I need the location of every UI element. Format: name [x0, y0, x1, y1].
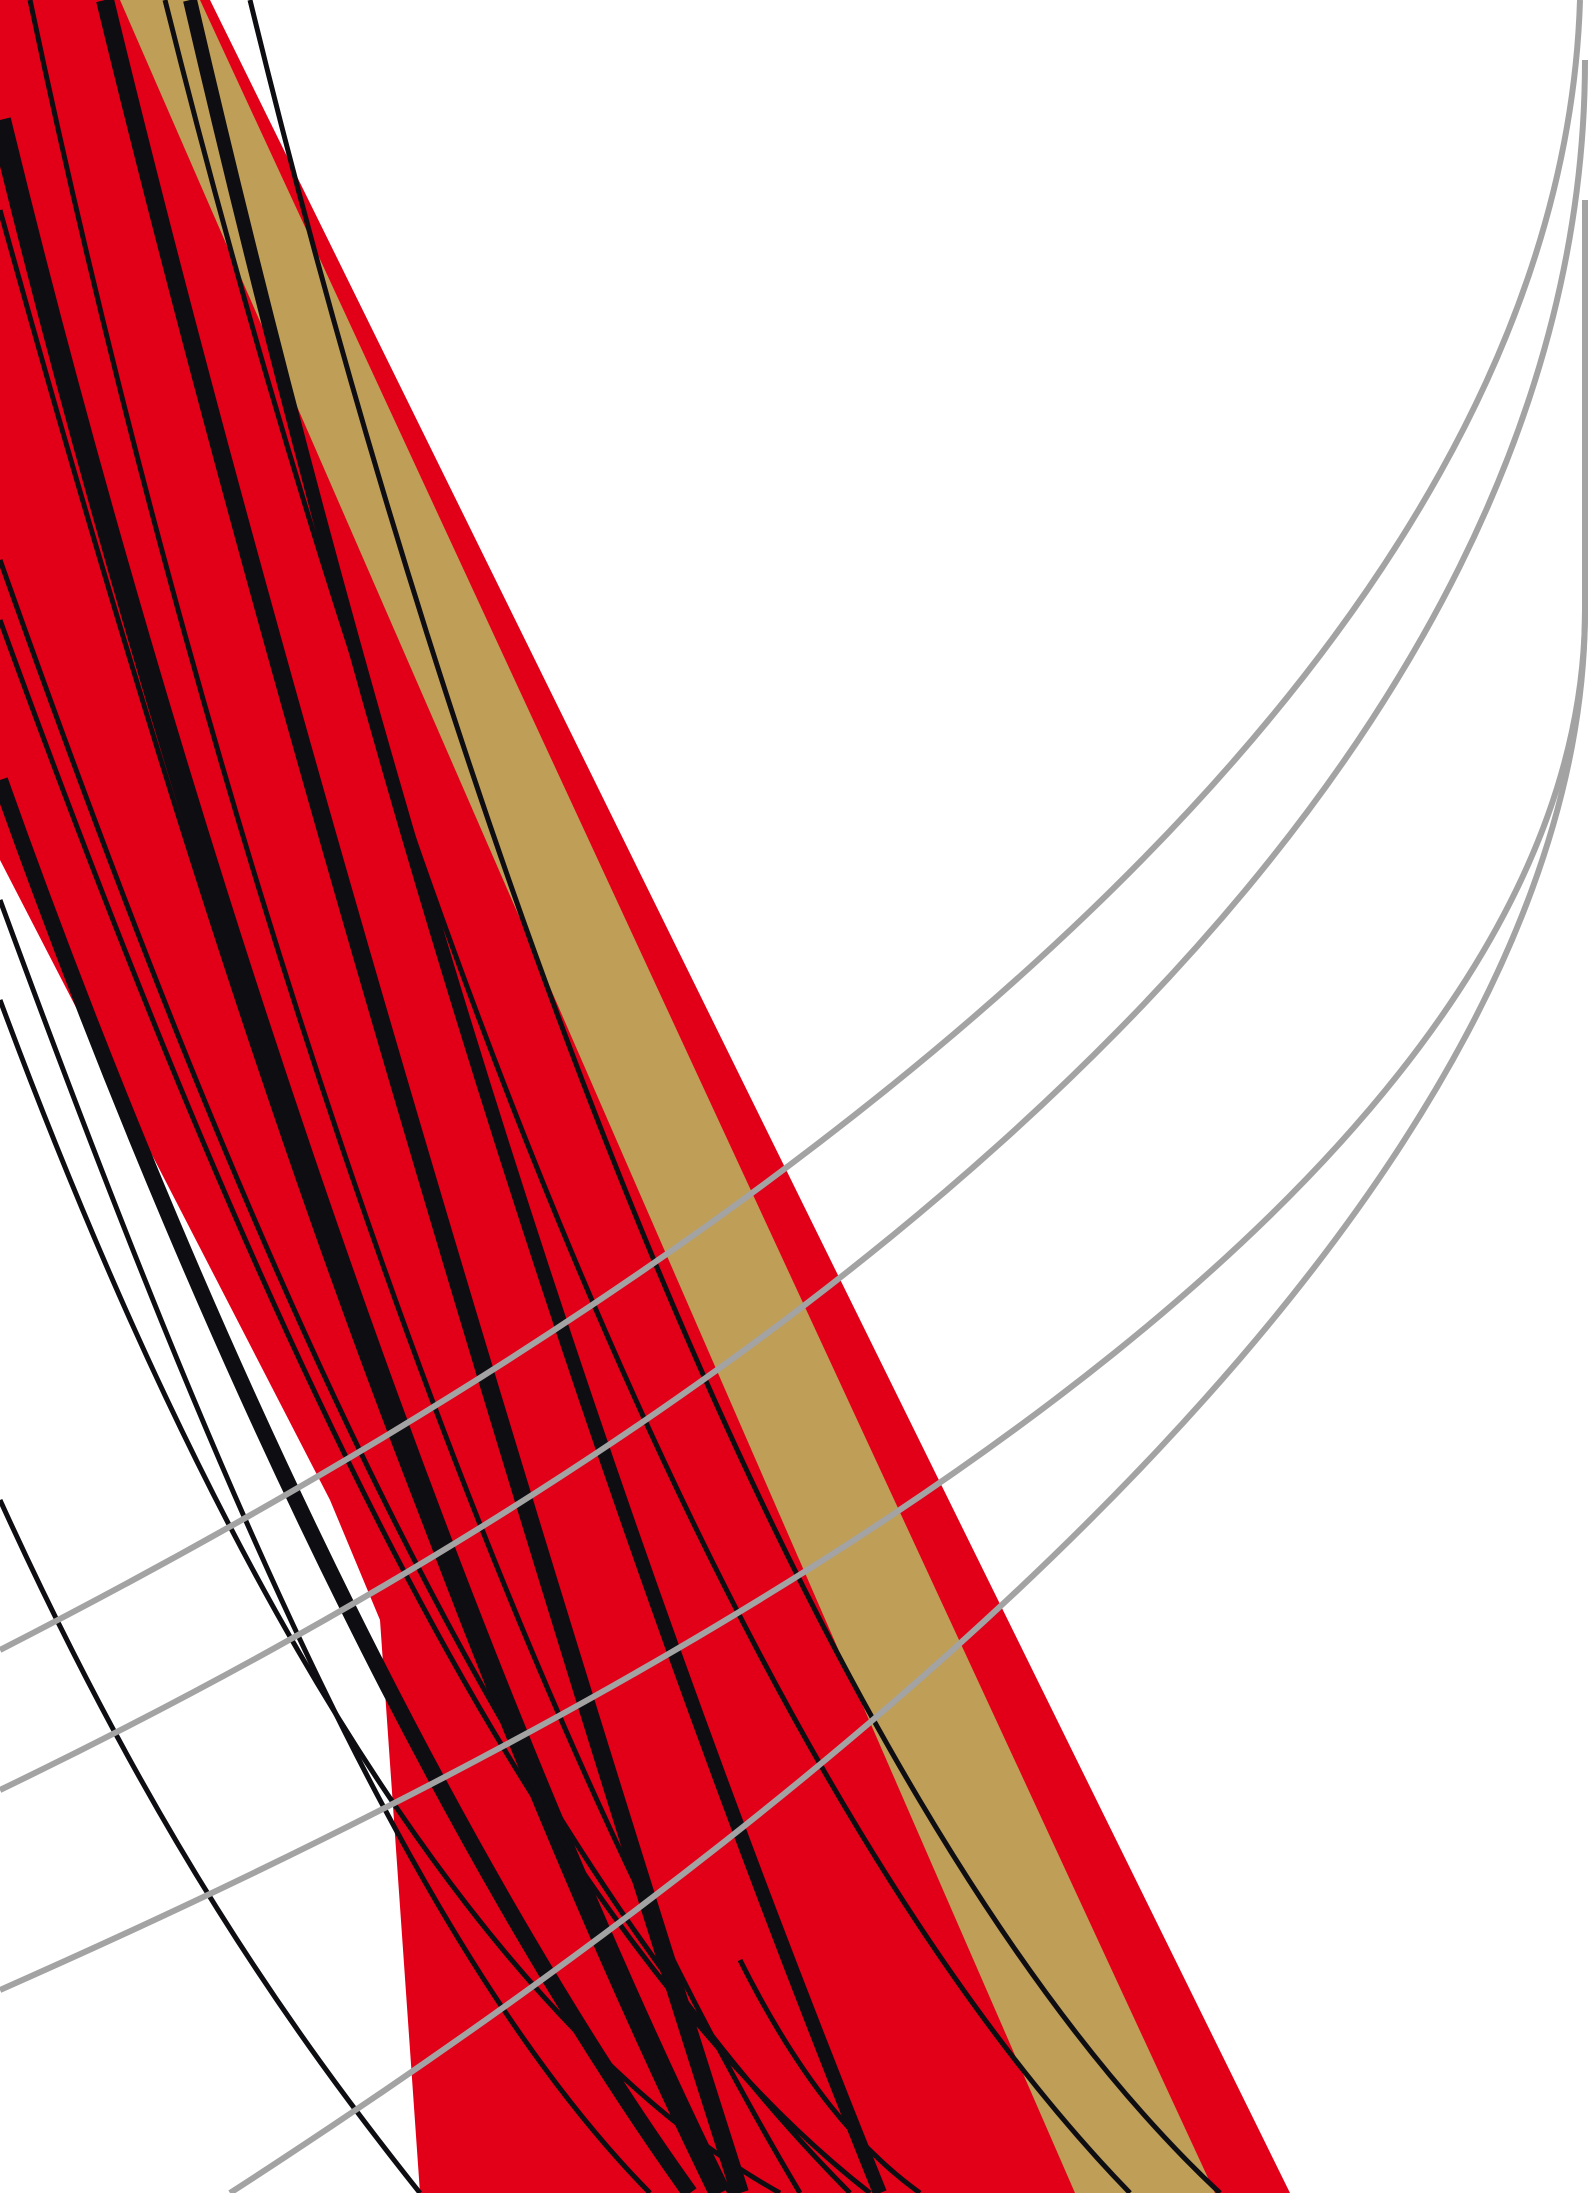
thin-black-curves [0, 0, 1222, 2193]
black-curve-thin-4 [0, 619, 872, 2193]
black-curve-thin-10 [737, 1958, 922, 2193]
black-curve-thin-2 [0, 209, 733, 2193]
black-curve-thin-7 [162, 0, 1132, 2193]
gray-arc-1 [0, 0, 1583, 1653]
black-curve-thin-9 [0, 999, 782, 2193]
black-curve-thick-1 [96, 0, 749, 2193]
black-curve-thin-1 [27, 0, 803, 2193]
gold-band [120, 0, 1215, 2193]
black-curve-thin-6 [0, 1498, 422, 2193]
black-curve-thin-8 [247, 0, 1222, 2193]
black-curve-thin-3 [0, 559, 852, 2193]
black-curve-thin-5 [0, 899, 652, 2193]
black-curve-thick-4 [183, 0, 887, 2193]
gray-arc-2 [0, 59, 1588, 1793]
gray-arc-4 [228, 609, 1588, 2193]
gray-arc-3 [0, 200, 1588, 1993]
